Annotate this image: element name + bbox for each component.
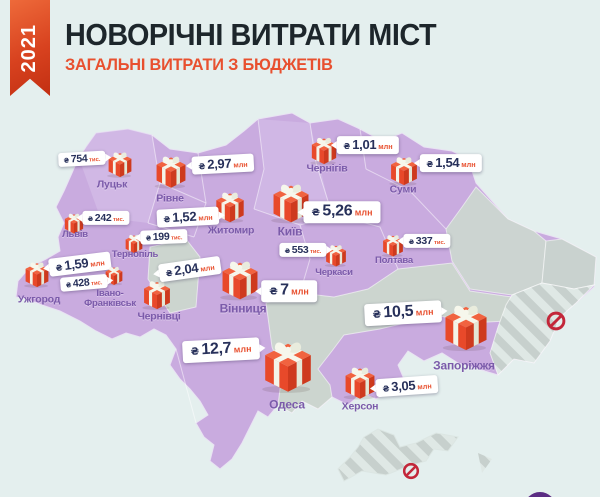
year-label: 2021 <box>17 23 40 73</box>
no-entry-icon-crimea <box>402 462 420 480</box>
ukraine-map: ₴ 754 тис. Луцьк ₴ 2,97 млн Рівне ₴ 1,01 млн Черніг… <box>0 107 600 497</box>
region-luhansk <box>541 238 597 290</box>
logo-badge <box>528 492 552 497</box>
map-regions <box>15 112 597 497</box>
region-crimea-occupied <box>337 428 459 482</box>
region-donbas-occupied <box>489 282 596 376</box>
year-ribbon: 2021 <box>10 0 50 96</box>
region-kharkiv <box>445 186 547 296</box>
page-title: НОВОРІЧНІ ВИТРАТИ МІСТ <box>65 17 437 52</box>
region-arabat-spit <box>478 453 492 473</box>
page-subtitle: ЗАГАЛЬНІ ВИТРАТИ З БЮДЖЕТІВ <box>65 55 333 74</box>
